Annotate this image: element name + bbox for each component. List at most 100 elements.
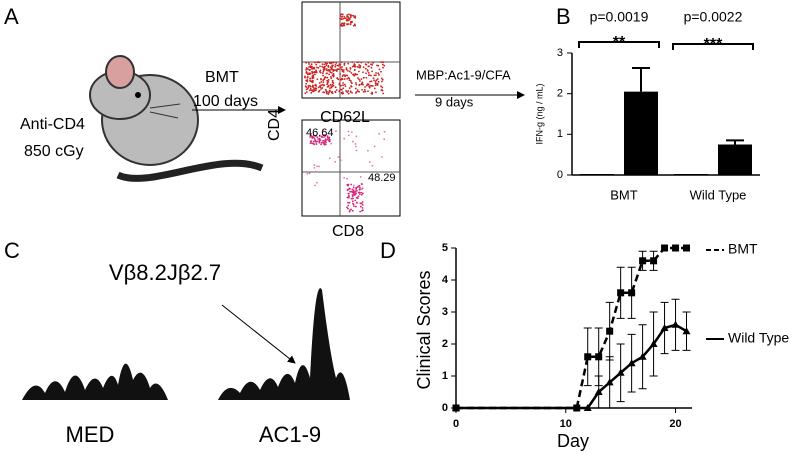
flow-plot [301, 1, 401, 99]
flow-dot [310, 91, 313, 94]
flow-dot [358, 90, 361, 93]
flow-dot [373, 145, 376, 148]
flow-dot [324, 134, 327, 137]
y-tick-label: 3 [557, 47, 563, 59]
flow-dot [321, 87, 324, 89]
flow-dot [305, 91, 308, 93]
marker [595, 353, 603, 361]
flow-dot [314, 73, 316, 76]
flow-dot [309, 134, 312, 137]
flow-dot [381, 86, 384, 89]
flow-dot [308, 89, 311, 92]
flow-dot [329, 83, 332, 86]
sample-label: AC1-9 [259, 422, 321, 447]
flow-dot [359, 66, 361, 69]
flow-dot [340, 68, 343, 71]
flow-dot [346, 18, 349, 21]
flow-dot [321, 65, 324, 68]
flow-dot [351, 61, 354, 64]
flow-dot [332, 72, 335, 75]
flow-dot [359, 205, 362, 208]
flow-dot [374, 74, 377, 77]
flow-dot [350, 190, 353, 193]
flow-dot [322, 91, 325, 94]
flow-dot [350, 71, 353, 74]
marker [683, 244, 691, 252]
flow-dot [361, 209, 364, 212]
flow-dot [351, 197, 354, 200]
x-tick-label: 20 [669, 418, 681, 430]
flow-dot [321, 63, 324, 66]
flow-dot [318, 165, 321, 168]
flow-dot [354, 87, 357, 90]
flow-dot [341, 13, 344, 16]
flow-dot [327, 93, 330, 95]
arrow-text: MBP:Ac1-9/CFA [416, 67, 511, 82]
flow-dot [370, 66, 373, 69]
flow-dot [323, 63, 326, 66]
flow-dot [308, 73, 311, 76]
flow-dot [342, 17, 345, 20]
flow-dot [346, 206, 348, 209]
flow-dot [347, 201, 349, 204]
y-tick-label: 3 [442, 306, 448, 318]
flow-dot [318, 140, 321, 143]
flow-dot [349, 16, 352, 19]
flow-dot [314, 138, 316, 141]
flow-dot [358, 186, 361, 189]
flow-dot [341, 24, 344, 27]
flow-dot [309, 87, 312, 90]
flow-dot [347, 204, 350, 207]
flow-dot [340, 84, 343, 87]
flow-dot [318, 135, 321, 137]
panel-label: A [4, 4, 19, 29]
flow-dot [347, 192, 350, 195]
flow-dot [352, 73, 355, 76]
flow-dot [361, 201, 364, 203]
flow-dot [343, 176, 346, 179]
flow-dot [328, 157, 331, 160]
marker [649, 340, 658, 347]
flow-dot [322, 70, 325, 73]
flow-dot [372, 77, 375, 80]
bar [674, 174, 708, 175]
flow-dot [312, 142, 314, 145]
marker [583, 404, 592, 411]
flow-dot [314, 170, 317, 173]
flow-dot [304, 92, 307, 95]
flow-dot [354, 24, 356, 27]
flow-dot [355, 205, 357, 208]
flow-dot [339, 17, 342, 20]
flow-dot [358, 84, 361, 87]
flow-dot [323, 84, 326, 87]
arrow-text: 9 days [435, 94, 474, 109]
flow-dot [347, 207, 349, 210]
flow-dot [332, 82, 335, 84]
flow-dot [368, 65, 370, 68]
flow-dot [328, 89, 331, 92]
flow-dot [344, 17, 347, 20]
flow-dot [344, 85, 347, 88]
y-tick-label: 1 [557, 128, 563, 140]
flow-dot [332, 61, 335, 64]
flow-dot [360, 61, 363, 64]
flow-dot [312, 80, 314, 82]
flow-dot [325, 64, 328, 67]
flow-dot [353, 69, 356, 72]
flow-dot [381, 63, 384, 66]
flow-dot [307, 86, 310, 89]
flow-dot [354, 199, 357, 202]
flow-dot [383, 64, 386, 67]
flow-dot [346, 91, 349, 94]
flow-dot [310, 63, 313, 66]
flow-dot [380, 77, 383, 80]
flow-dot [350, 14, 353, 17]
flow-dot [326, 82, 329, 85]
flow-dot [381, 78, 384, 81]
legend-label: BMT [728, 241, 758, 257]
flow-dot [366, 83, 369, 86]
flow-dot [350, 208, 353, 211]
flow-dot [361, 183, 363, 185]
flow-dot [364, 67, 367, 70]
bracket [672, 43, 754, 50]
